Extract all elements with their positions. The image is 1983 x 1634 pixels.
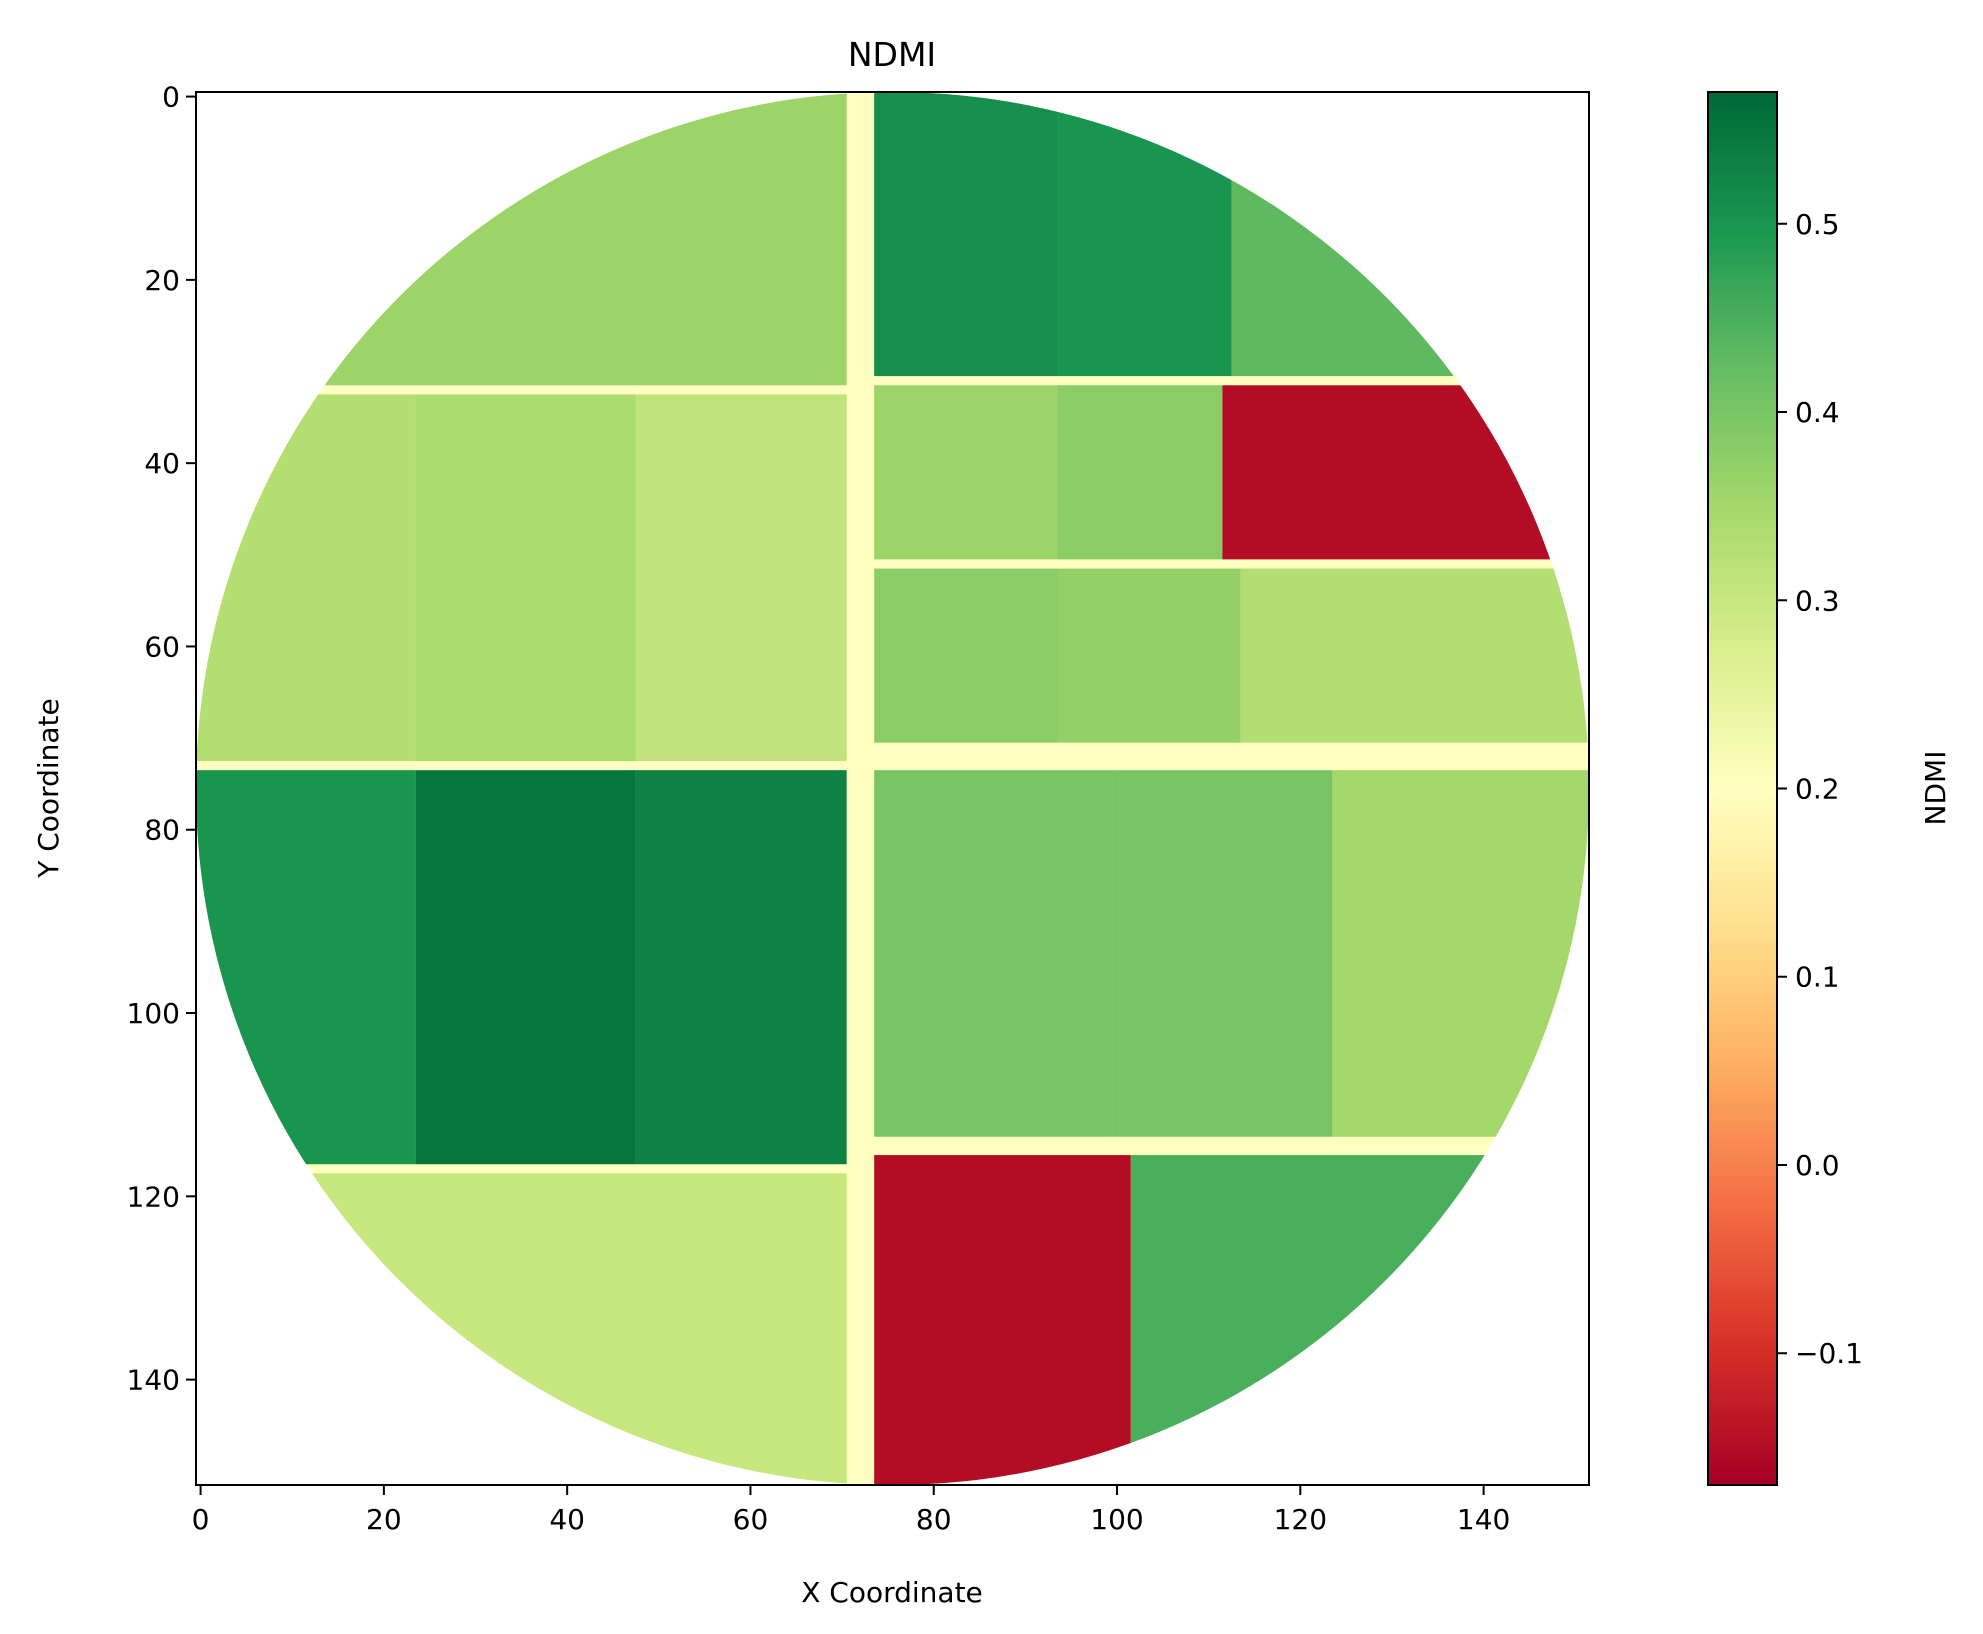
x-axis-label: X Coordinate xyxy=(801,1576,983,1609)
colorbar-tick-label: 0.5 xyxy=(1795,208,1840,241)
field-cell-12 xyxy=(1240,568,1589,743)
field-cell-9 xyxy=(1222,385,1589,560)
x-tick-label: 40 xyxy=(549,1503,585,1536)
field-cell-0 xyxy=(196,92,847,386)
y-tick-label: 0 xyxy=(162,81,180,114)
plot-frame xyxy=(195,91,1590,1486)
field-cell-8 xyxy=(1057,385,1223,560)
field-cell-18 xyxy=(1332,770,1589,1137)
y-axis-label: Y Coordinate xyxy=(32,698,65,879)
field-cell-19 xyxy=(196,1173,847,1485)
x-tick-label: 100 xyxy=(1090,1503,1143,1536)
field-cell-5 xyxy=(1057,92,1232,377)
colorbar-tick-label: 0.2 xyxy=(1795,773,1840,806)
field-cell-4 xyxy=(874,92,1058,377)
field-cell-10 xyxy=(874,568,1058,743)
colorbar-tick-label: 0.0 xyxy=(1795,1149,1840,1182)
field-cell-6 xyxy=(1231,92,1589,377)
colorbar-tick-label: −0.1 xyxy=(1795,1337,1863,1370)
field-cell-16 xyxy=(874,770,1113,1137)
y-tick-label: 140 xyxy=(127,1364,180,1397)
y-tick-label: 80 xyxy=(144,814,180,847)
x-tick-label: 80 xyxy=(916,1503,952,1536)
x-tick-label: 20 xyxy=(366,1503,402,1536)
colorbar-gradient xyxy=(1707,91,1778,1486)
x-tick-label: 140 xyxy=(1457,1503,1510,1536)
y-tick-label: 120 xyxy=(127,1180,180,1213)
colorbar-ticks: −0.1 0.0 0.1 0.2 0.3 0.4 0.5 xyxy=(1777,208,1863,1370)
colorbar-tick-label: 0.4 xyxy=(1795,396,1840,429)
field-cell-15 xyxy=(635,770,847,1165)
colorbar-tick-label: 0.1 xyxy=(1795,961,1840,994)
y-axis: 0 20 40 60 80 100 120 140 xyxy=(127,81,196,1397)
heatmap-image xyxy=(196,92,1589,1485)
chart-title: NDMI xyxy=(848,35,936,74)
field-cell-17 xyxy=(1112,770,1333,1137)
x-axis: 0 20 40 60 80 100 120 140 xyxy=(192,1485,1510,1536)
colorbar-tick-label: 0.3 xyxy=(1795,584,1840,617)
colorbar-label: NDMI xyxy=(1919,751,1952,826)
y-tick-label: 20 xyxy=(144,264,180,297)
field-cell-13 xyxy=(196,770,416,1165)
field-cell-21 xyxy=(1130,1155,1589,1485)
y-tick-label: 40 xyxy=(144,447,180,480)
field-cell-20 xyxy=(874,1155,1131,1485)
field-cell-7 xyxy=(874,385,1058,560)
field-cell-11 xyxy=(1057,568,1241,743)
y-tick-label: 100 xyxy=(127,997,180,1030)
field-cell-2 xyxy=(415,394,636,762)
field-cell-1 xyxy=(196,394,416,762)
y-tick-label: 60 xyxy=(144,630,180,663)
field-cell-3 xyxy=(635,394,847,762)
x-tick-label: 120 xyxy=(1274,1503,1327,1536)
x-tick-label: 0 xyxy=(192,1503,210,1536)
x-tick-label: 60 xyxy=(733,1503,769,1536)
field-cell-14 xyxy=(415,770,636,1165)
colorbar: −0.1 0.0 0.1 0.2 0.3 0.4 0.5 NDMI xyxy=(1707,91,1952,1486)
